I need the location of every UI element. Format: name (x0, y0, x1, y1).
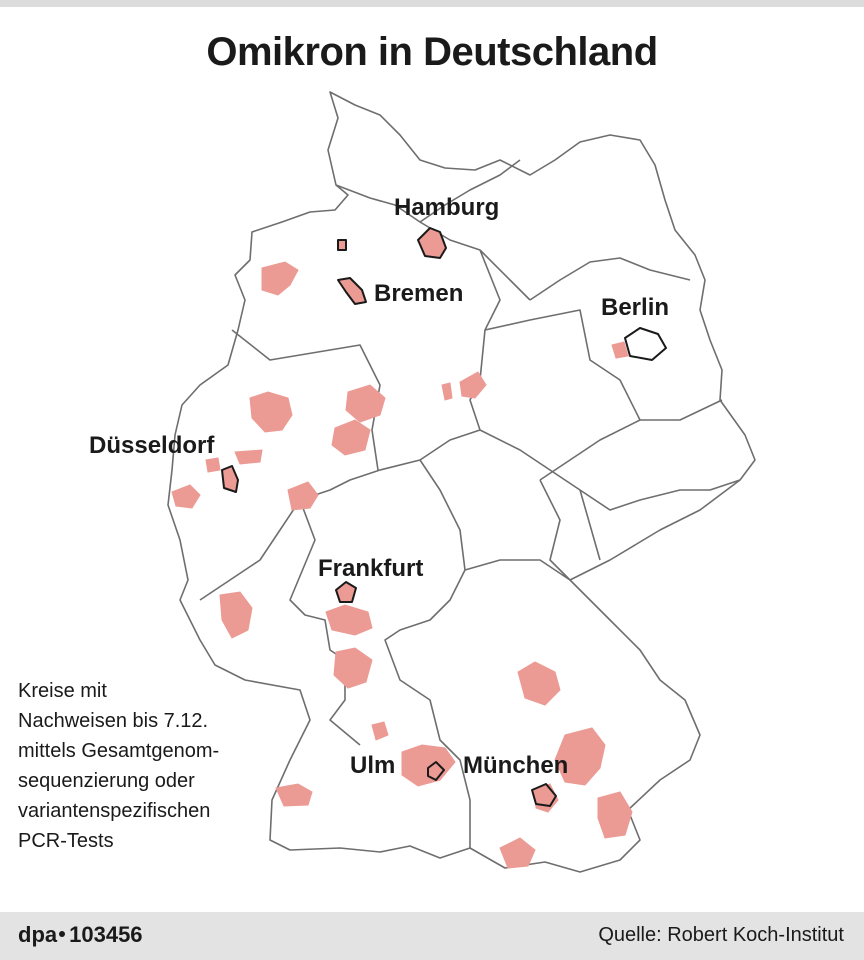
district-patch (459, 371, 487, 399)
germany-map (167, 91, 756, 873)
legend-line: sequenzierung oder (18, 770, 195, 792)
legend-line: PCR-Tests (18, 830, 114, 852)
district-patch (441, 382, 453, 401)
district-patch (554, 727, 606, 786)
agency-credit: dpa 103456 (18, 922, 143, 948)
district-patch (331, 419, 371, 456)
map-legend: Kreise mit Nachweisen bis 7.12. mittels … (18, 676, 258, 856)
separator-dot-icon (59, 931, 66, 938)
berlin-outline (624, 327, 667, 361)
city-label-hamburg: Hamburg (394, 194, 500, 221)
district-patch (611, 341, 629, 359)
district-patch (597, 791, 633, 839)
legend-line: mittels Gesamtgenom- (18, 740, 220, 762)
district-patch (249, 391, 293, 433)
germany-outline (167, 91, 756, 873)
district-patch (261, 261, 299, 296)
city-label-muenchen: München (463, 752, 569, 779)
duesseldorf-outline (221, 465, 239, 493)
top-rule (0, 0, 864, 7)
district-patch (275, 783, 313, 807)
footer-bar: dpa 103456 Quelle: Robert Koch-Institut (0, 912, 864, 960)
muenchen-outline (531, 783, 557, 807)
city-label-berlin: Berlin (601, 294, 670, 321)
district-patch (325, 604, 373, 636)
district-patch (401, 744, 456, 787)
legend-line: Nachweisen bis 7.12. (18, 710, 209, 732)
bremerhaven-outline (337, 239, 347, 251)
bremen-outline (337, 277, 367, 305)
legend-line: variantenspezifischen (18, 800, 211, 822)
agency-name: dpa (18, 922, 58, 947)
city-label-bremen: Bremen (374, 280, 464, 307)
city-label-ulm: Ulm (350, 752, 396, 779)
district-patch (499, 837, 536, 869)
district-patch (171, 484, 201, 509)
district-patch (345, 384, 386, 423)
district-patch (371, 721, 389, 741)
district-patch (517, 661, 561, 706)
legend-line: Kreise mit (18, 680, 107, 702)
district-patch (234, 449, 263, 465)
city-label-frankfurt: Frankfurt (318, 555, 424, 582)
frankfurt-outline (335, 581, 357, 603)
district-patch (287, 481, 319, 511)
source-credit: Quelle: Robert Koch-Institut (598, 924, 844, 946)
graphic-id: 103456 (69, 922, 143, 947)
district-patch (219, 591, 253, 639)
city-label-duesseldorf: Düsseldorf (89, 432, 215, 459)
district-patch (205, 457, 221, 473)
map-title: Omikron in Deutschland (206, 30, 658, 74)
ulm-outline (427, 761, 445, 781)
district-patch (333, 647, 373, 689)
hamburg-outline (417, 227, 447, 259)
